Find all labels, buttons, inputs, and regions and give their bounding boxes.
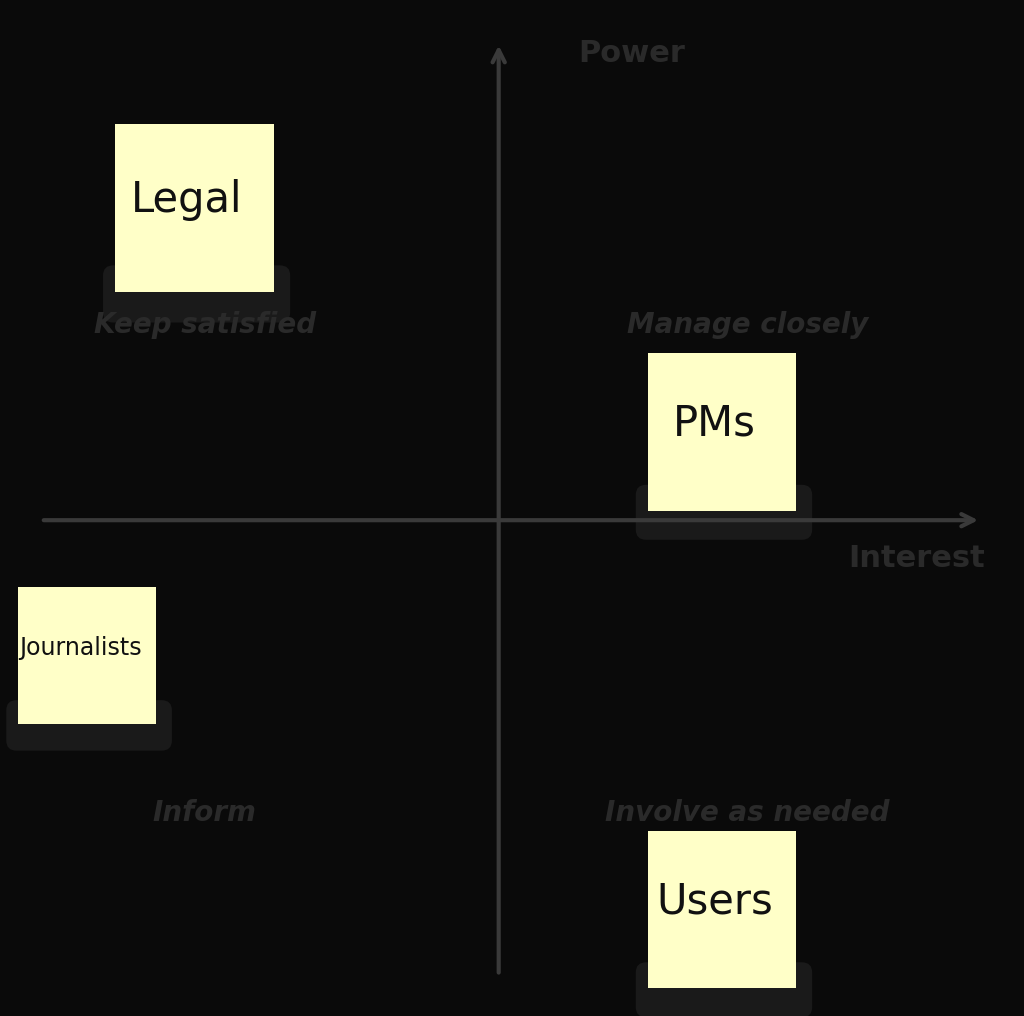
Text: PMs: PMs: [673, 403, 756, 445]
FancyBboxPatch shape: [636, 962, 812, 1016]
Text: Manage closely: Manage closely: [627, 311, 868, 339]
Text: Interest: Interest: [848, 544, 985, 573]
Text: Inform: Inform: [153, 799, 257, 827]
Text: Legal: Legal: [131, 179, 243, 220]
Text: Involve as needed: Involve as needed: [605, 799, 890, 827]
Text: Users: Users: [656, 881, 773, 923]
Text: Keep satisfied: Keep satisfied: [94, 311, 315, 339]
Text: Power: Power: [579, 39, 685, 68]
FancyBboxPatch shape: [636, 485, 812, 539]
Text: Journalists: Journalists: [18, 636, 141, 660]
FancyBboxPatch shape: [103, 265, 290, 322]
FancyBboxPatch shape: [18, 587, 157, 723]
FancyBboxPatch shape: [6, 700, 172, 751]
FancyBboxPatch shape: [115, 124, 274, 293]
FancyBboxPatch shape: [647, 354, 797, 511]
FancyBboxPatch shape: [647, 831, 797, 988]
